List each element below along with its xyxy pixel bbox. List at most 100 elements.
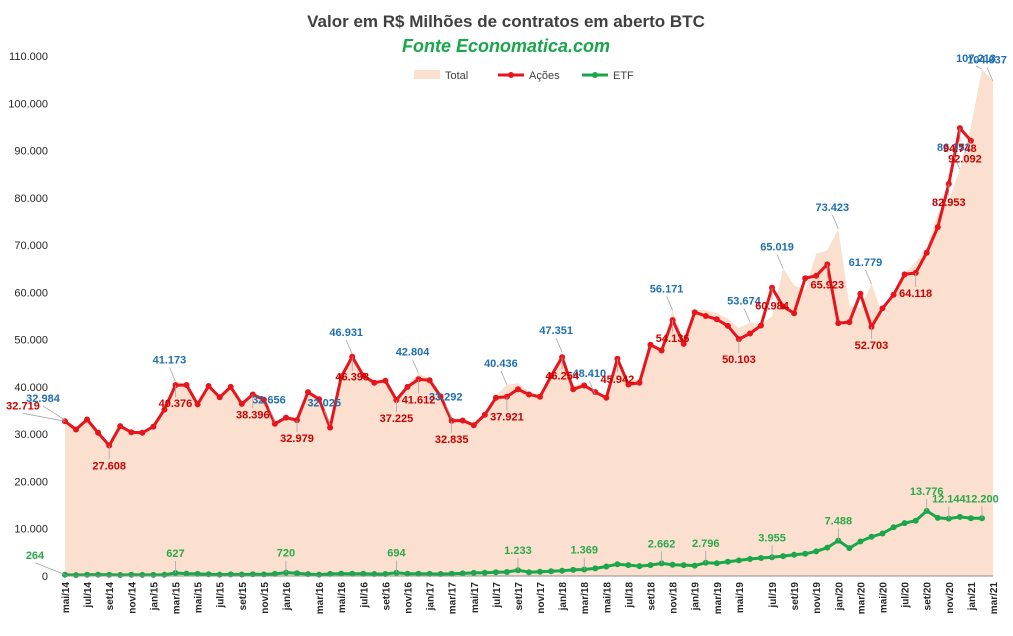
series-etf-point	[338, 570, 345, 577]
data-label-etf: 12.144	[932, 494, 967, 506]
series-acoes-point	[791, 310, 798, 317]
x-tick-label: mai/17	[470, 582, 481, 614]
data-label-leader	[34, 562, 66, 576]
series-acoes-point	[205, 383, 212, 389]
data-label-etf: 3.955	[758, 532, 786, 544]
series-etf-point	[813, 548, 820, 555]
x-tick-label: nov/14	[127, 582, 138, 614]
data-label-acoes: 38.396	[236, 409, 270, 421]
series-etf-point	[316, 571, 323, 578]
data-label-total: 40.436	[484, 358, 518, 370]
series-acoes-point	[360, 372, 367, 379]
data-label-leader	[22, 412, 66, 422]
data-label-acoes: 27.608	[92, 460, 126, 472]
series-etf-point	[934, 514, 941, 521]
data-label-leader	[42, 405, 66, 421]
series-etf-point	[283, 569, 289, 576]
series-acoes-point	[128, 429, 135, 436]
series-etf-point	[150, 571, 157, 578]
total-area-layer	[65, 69, 993, 576]
legend-etf-marker	[592, 72, 598, 78]
series-acoes-point	[780, 303, 787, 310]
data-label-total: 104.637	[967, 54, 1007, 66]
y-tick-label: 40.000	[14, 382, 48, 394]
x-tick-label: jan/18	[558, 582, 569, 612]
data-label-acoes: 37.921	[490, 412, 524, 424]
series-etf-point	[559, 567, 566, 574]
data-label-total: 56.171	[650, 283, 684, 295]
data-label-etf: 1.369	[570, 545, 598, 557]
series-acoes-point	[95, 429, 102, 436]
data-label-leader	[776, 254, 784, 269]
x-tick-label: nov/20	[945, 582, 956, 614]
x-tick-label: jul/17	[492, 582, 503, 609]
data-label-leader	[831, 214, 839, 230]
y-tick-label: 30.000	[14, 429, 48, 441]
series-acoes-point	[548, 373, 555, 379]
data-label-acoes: 32.719	[6, 400, 40, 412]
series-acoes-point	[857, 290, 864, 297]
x-tick-label: set/16	[381, 582, 392, 611]
series-acoes-point	[647, 341, 654, 348]
series-acoes-point	[316, 396, 323, 403]
data-label-leader	[964, 140, 972, 153]
lines-layer	[62, 125, 985, 579]
series-acoes-point	[150, 423, 157, 430]
series-acoes-point	[747, 330, 753, 337]
data-label-leader	[169, 367, 176, 382]
x-tick-label: set/20	[923, 582, 934, 611]
data-label-total: 42.804	[396, 347, 431, 359]
data-label-acoes: 40.376	[159, 398, 193, 410]
data-label-etf: 627	[166, 548, 184, 560]
series-acoes-point	[658, 347, 665, 354]
data-label-total: 32.984	[26, 393, 61, 405]
series-acoes-point	[305, 389, 311, 396]
x-tick-label: jul/14	[83, 582, 94, 609]
series-etf-point	[62, 571, 68, 578]
data-label-etf: 13.776	[910, 486, 944, 498]
data-label-total: 48.410	[572, 368, 606, 380]
series-acoes-point	[338, 374, 345, 380]
x-tick-label: jan/20	[834, 582, 845, 612]
series-etf-point	[294, 570, 300, 577]
series-acoes-point	[426, 377, 433, 384]
x-tick-label: set/15	[238, 582, 249, 611]
data-labels-layer: 32.984 41.173 32.656 32.025 46.931 42.804 33.2…	[6, 53, 1007, 576]
y-tick-label: 90.000	[14, 146, 48, 158]
data-label-total: 47.351	[539, 325, 573, 337]
series-acoes-point	[260, 396, 267, 403]
y-tick-label: 80.000	[14, 193, 48, 205]
series-etf-point	[647, 562, 654, 569]
series-etf-point	[857, 538, 864, 545]
data-label-acoes: 32.979	[280, 433, 314, 445]
x-tick-label: mai/19	[735, 582, 746, 614]
data-label-etf: 264	[26, 550, 45, 562]
series-etf-point	[570, 566, 577, 573]
series-etf-point	[106, 571, 113, 578]
data-label-leader	[412, 359, 419, 374]
series-etf-point	[824, 544, 831, 551]
data-label-acoes: 32.835	[435, 434, 469, 446]
data-label-etf: 7.488	[825, 516, 853, 528]
legend-acoes-label: Ações	[529, 70, 560, 82]
series-etf-point	[271, 570, 278, 577]
y-tick-label: 20.000	[14, 476, 48, 488]
series-acoes-point	[846, 319, 853, 326]
series-etf-point	[448, 570, 455, 577]
data-label-total: 73.423	[816, 202, 850, 214]
data-label-total: 86.052	[937, 142, 971, 154]
data-label-acoes: 41.612	[402, 394, 436, 406]
series-acoes-point	[901, 271, 908, 278]
series-etf-point	[691, 562, 698, 569]
data-label-leader	[986, 67, 994, 82]
series-acoes-point	[769, 284, 775, 291]
data-label-acoes: 37.225	[380, 413, 414, 425]
x-tick-label: set/14	[105, 582, 116, 611]
data-label-leader	[323, 410, 331, 425]
data-label-etf: 2.796	[692, 538, 720, 550]
series-etf-point	[548, 568, 555, 575]
series-acoes-point	[404, 383, 411, 390]
x-tick-label: mar/20	[856, 582, 867, 615]
y-tick-label: 110.000	[9, 51, 48, 63]
